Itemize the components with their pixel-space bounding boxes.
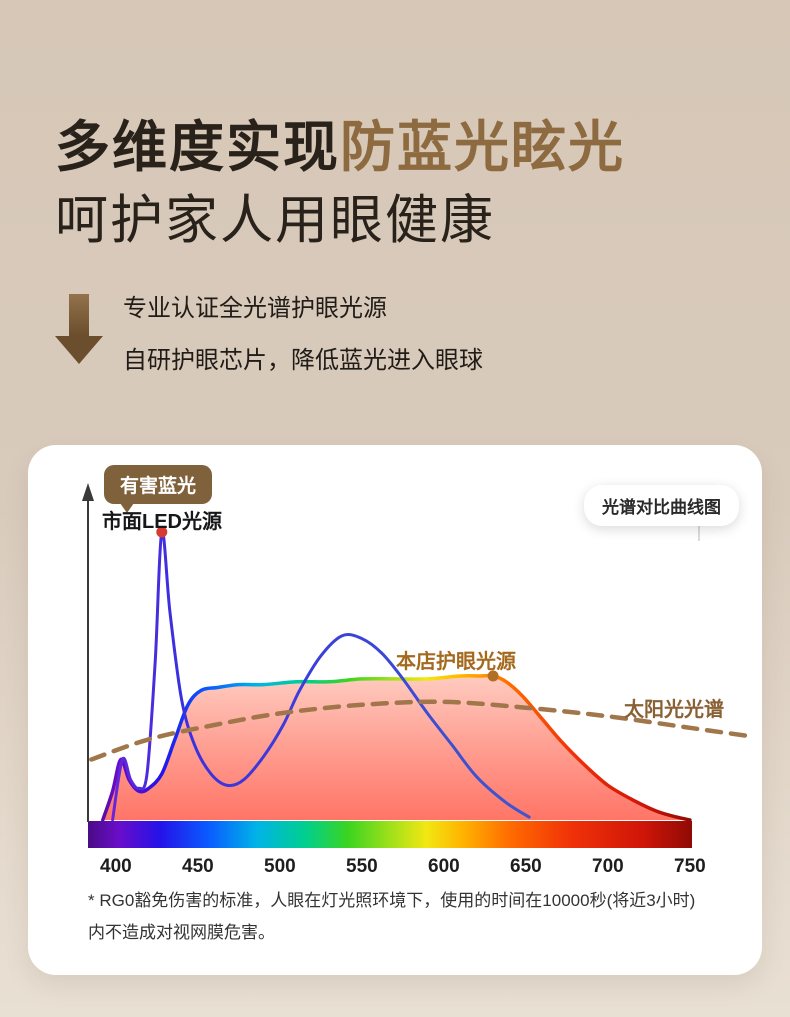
store-area-fill — [102, 675, 690, 820]
marker-dot-1 — [487, 670, 499, 682]
footnote-line1: * RG0豁免伤害的标准，人眼在灯光照环境下，使用的时间在10000秒(将近3小… — [88, 891, 696, 910]
store-light-label: 本店护眼光源 — [396, 651, 516, 673]
spectrum-bar — [88, 821, 692, 848]
store-area-edge — [101, 673, 692, 822]
x-tick-label: 500 — [264, 856, 296, 877]
title-dark-part: 多维度实现 — [55, 116, 341, 178]
x-tick-label: 700 — [592, 856, 624, 877]
spectrum-chart-card: 有害蓝光 市面LED光源 光谱对比曲线图 本店护眼光源 太阳光光谱 400 450… — [28, 445, 762, 975]
y-axis-arrow — [82, 483, 94, 501]
x-tick-label: 650 — [510, 856, 542, 877]
x-tick-label: 750 — [674, 856, 706, 877]
footnote: * RG0豁免伤害的标准，人眼在灯光照环境下，使用的时间在10000秒(将近3小… — [88, 885, 733, 950]
marker-dot-0 — [156, 526, 168, 538]
sun-spectrum-label: 太阳光光谱 — [624, 699, 724, 721]
intro-row: 专业认证全光谱护眼光源 自研护眼芯片，降低蓝光进入眼球 — [55, 288, 790, 392]
x-tick-label: 450 — [182, 856, 214, 877]
down-arrow-head — [55, 336, 103, 365]
x-tick-label: 550 — [346, 856, 378, 877]
spectrum-chart: 400 450 500 550 600 650 700 750 — [82, 483, 755, 877]
down-arrow-shaft — [69, 294, 89, 337]
market-led-label: 市面LED光源 — [102, 511, 222, 533]
header: 多维度实现防蓝光眩光 呵护家人用眼健康 专业认证全光谱护眼光源 自研护眼芯片，降… — [0, 0, 790, 392]
footnote-line2: 内不造成对视网膜危害。 — [88, 923, 275, 943]
subtitle-line1: 专业认证全光谱护眼光源 — [123, 295, 387, 323]
page-title-line2: 呵护家人用眼健康 — [55, 191, 495, 251]
down-arrow-icon — [55, 288, 103, 365]
x-tick-label: 400 — [100, 856, 132, 877]
intro-texts: 专业认证全光谱护眼光源 自研护眼芯片，降低蓝光进入眼球 — [123, 288, 483, 392]
pill-connector-line — [698, 521, 700, 541]
title-accent-part: 防蓝光眩光 — [340, 116, 626, 178]
compare-curve-pill: 光谱对比曲线图 — [584, 485, 739, 526]
x-tick-label: 600 — [428, 856, 460, 877]
subtitle-line2: 自研护眼芯片，降低蓝光进入眼球 — [123, 347, 483, 375]
harmful-blue-light-badge: 有害蓝光 — [104, 465, 213, 513]
page-title: 多维度实现防蓝光眩光 — [55, 116, 790, 179]
sun-curve — [89, 699, 755, 762]
